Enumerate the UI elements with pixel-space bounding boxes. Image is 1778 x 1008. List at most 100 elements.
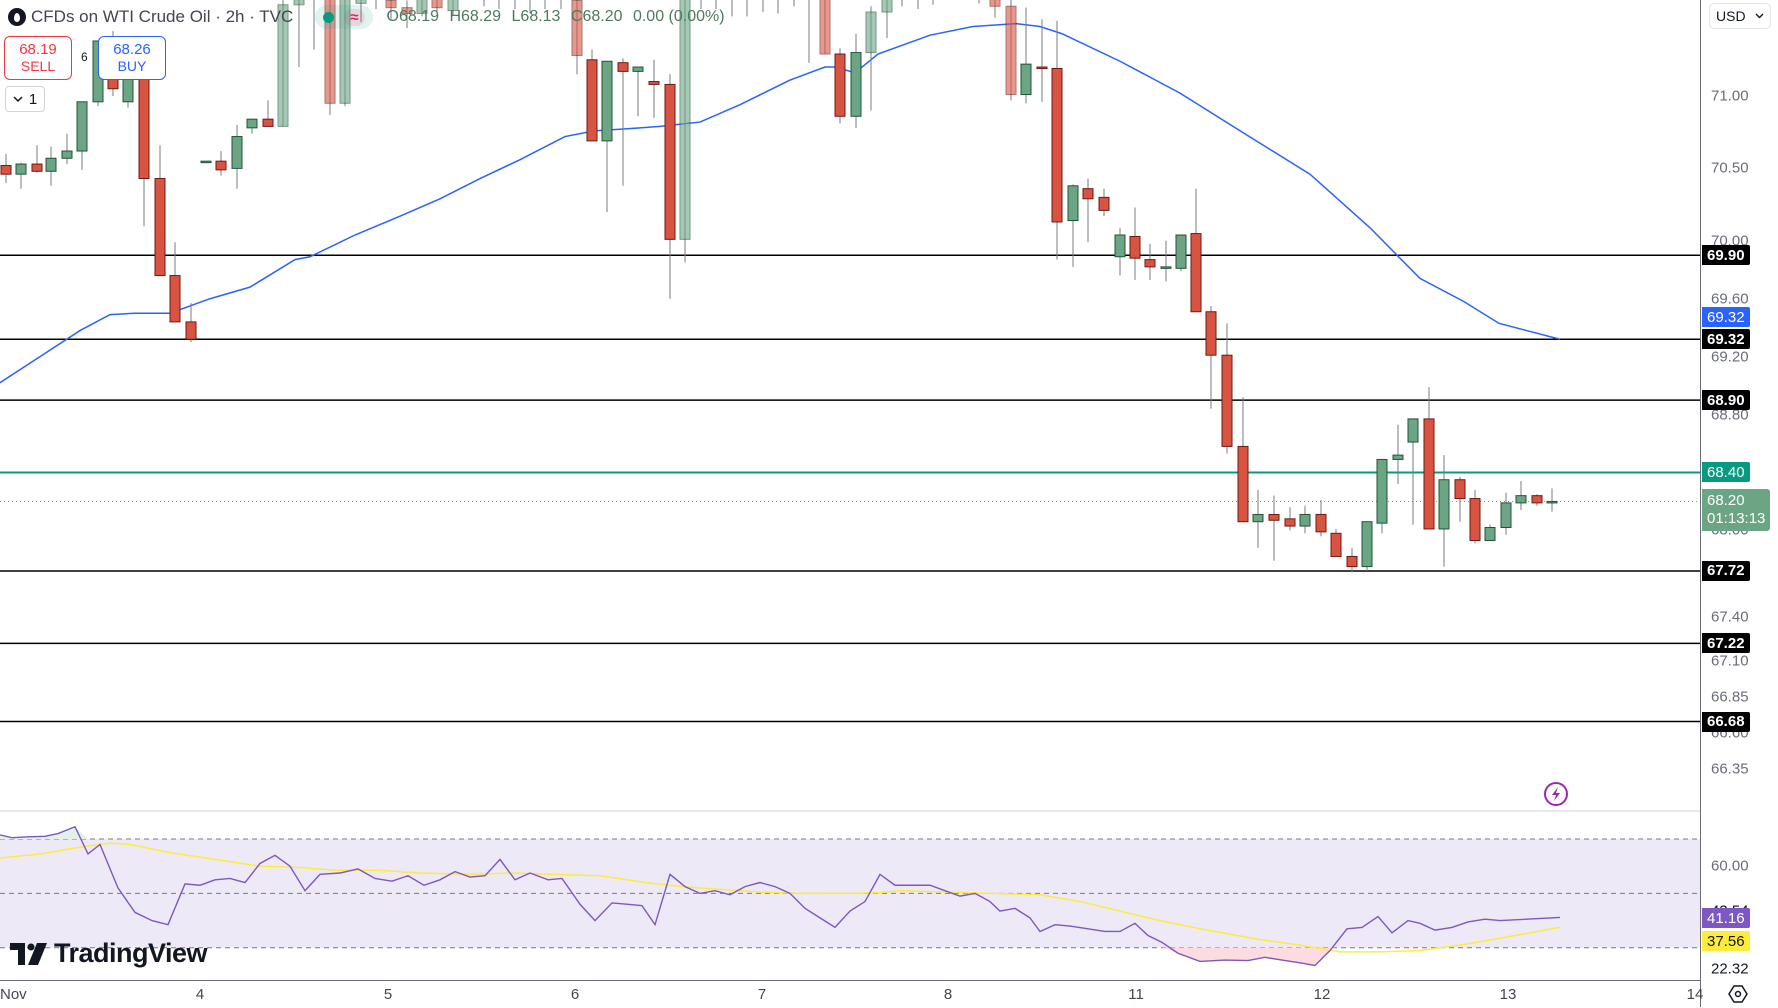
candle[interactable] — [246, 118, 258, 134]
symbol-legend[interactable]: CFDs on WTI Crude Oil · 2h · TVC ≈ O68.1… — [8, 4, 731, 30]
tradingview-logo[interactable]: TradingView — [10, 938, 208, 969]
candle[interactable] — [1221, 323, 1233, 454]
candle[interactable] — [742, 0, 752, 17]
candle[interactable] — [865, 6, 877, 111]
candle[interactable] — [601, 60, 613, 212]
candle[interactable] — [416, 0, 428, 17]
candle[interactable] — [1190, 188, 1202, 313]
candle[interactable] — [1175, 234, 1187, 272]
candle[interactable] — [1484, 524, 1496, 542]
candle[interactable] — [385, 0, 397, 20]
candle[interactable] — [1361, 521, 1373, 571]
candle[interactable] — [1252, 489, 1264, 548]
candle[interactable] — [974, 0, 984, 4]
buy-button[interactable]: 68.26 BUY — [98, 36, 166, 80]
currency-select[interactable]: USD — [1709, 3, 1771, 29]
candle[interactable] — [262, 100, 274, 127]
rsi-ma-line[interactable] — [0, 842, 1561, 953]
candle[interactable] — [371, 0, 381, 10]
candle[interactable] — [1284, 507, 1296, 531]
candle[interactable] — [31, 145, 43, 173]
candle[interactable] — [1144, 243, 1156, 280]
candle[interactable] — [339, 0, 351, 107]
candle[interactable] — [1438, 455, 1450, 567]
candle[interactable] — [169, 242, 181, 323]
candle[interactable] — [309, 0, 319, 50]
candle[interactable] — [1515, 481, 1527, 511]
chart-settings-icon[interactable] — [1727, 983, 1749, 1005]
candle[interactable] — [1237, 397, 1249, 523]
candle[interactable] — [185, 303, 197, 343]
candle[interactable] — [1500, 492, 1512, 535]
candle[interactable] — [758, 0, 768, 13]
candle[interactable] — [479, 0, 489, 7]
candle[interactable] — [0, 153, 12, 183]
candle[interactable] — [215, 151, 227, 176]
candle[interactable] — [1067, 184, 1079, 267]
candle[interactable] — [632, 66, 644, 117]
candle[interactable] — [1205, 305, 1217, 409]
candle[interactable] — [989, 0, 1001, 18]
candle[interactable] — [1346, 547, 1358, 573]
candle[interactable] — [897, 0, 907, 7]
candle[interactable] — [727, 0, 737, 17]
candle[interactable] — [711, 0, 721, 10]
candle[interactable] — [928, 0, 938, 5]
candle[interactable] — [1407, 418, 1419, 525]
candle[interactable] — [447, 0, 459, 15]
lightning-event-icon[interactable] — [1543, 781, 1569, 807]
candle[interactable] — [586, 49, 598, 142]
candle[interactable] — [1160, 240, 1172, 282]
candle[interactable] — [355, 0, 367, 23]
candle[interactable] — [913, 0, 923, 10]
candle[interactable] — [556, 0, 566, 10]
candle[interactable] — [525, 0, 535, 14]
candle[interactable] — [1020, 7, 1032, 104]
moving-average-line[interactable] — [0, 22, 1561, 384]
candle[interactable] — [773, 0, 783, 14]
candle[interactable] — [1469, 489, 1481, 544]
candle[interactable] — [61, 133, 73, 165]
quantity-dropdown[interactable]: 1 — [5, 86, 45, 112]
candle[interactable] — [1051, 20, 1063, 260]
candle[interactable] — [789, 0, 799, 7]
candle[interactable] — [1005, 0, 1017, 101]
candle[interactable] — [1268, 495, 1280, 561]
candle[interactable] — [679, 0, 691, 263]
time-axis[interactable]: Nov 4 5 6 7 8 11 12 13 14 — [0, 980, 1703, 1008]
candle[interactable] — [76, 101, 88, 170]
candle[interactable] — [15, 162, 27, 189]
candle[interactable] — [1531, 494, 1543, 506]
candle[interactable] — [1376, 458, 1388, 534]
candle[interactable] — [696, 0, 706, 10]
candle[interactable] — [819, 0, 831, 55]
candle[interactable] — [277, 0, 289, 127]
candle[interactable] — [45, 146, 57, 186]
price-chart-canvas[interactable] — [0, 0, 1700, 980]
candle[interactable] — [200, 160, 212, 164]
candle[interactable] — [850, 33, 862, 128]
candle[interactable] — [540, 0, 550, 10]
candle[interactable] — [571, 0, 583, 75]
candle[interactable] — [1392, 424, 1404, 485]
candle[interactable] — [804, 0, 814, 63]
candle[interactable] — [1299, 505, 1311, 534]
candle[interactable] — [1082, 178, 1094, 243]
candle[interactable] — [881, 0, 893, 39]
candle[interactable] — [617, 58, 629, 186]
candle[interactable] — [1454, 476, 1466, 522]
candle[interactable] — [834, 48, 846, 124]
candle[interactable] — [664, 74, 676, 299]
candle[interactable] — [1036, 19, 1048, 102]
candle[interactable] — [1114, 227, 1126, 276]
candle[interactable] — [648, 59, 660, 118]
candle[interactable] — [293, 0, 305, 68]
candle[interactable] — [494, 0, 504, 10]
candle[interactable] — [1098, 188, 1110, 217]
candle[interactable] — [401, 0, 413, 28]
candle[interactable] — [1423, 387, 1435, 530]
candle[interactable] — [1546, 488, 1558, 512]
candle[interactable] — [154, 145, 166, 277]
market-status-pill[interactable]: ≈ — [315, 5, 373, 29]
candle[interactable] — [1330, 528, 1342, 557]
